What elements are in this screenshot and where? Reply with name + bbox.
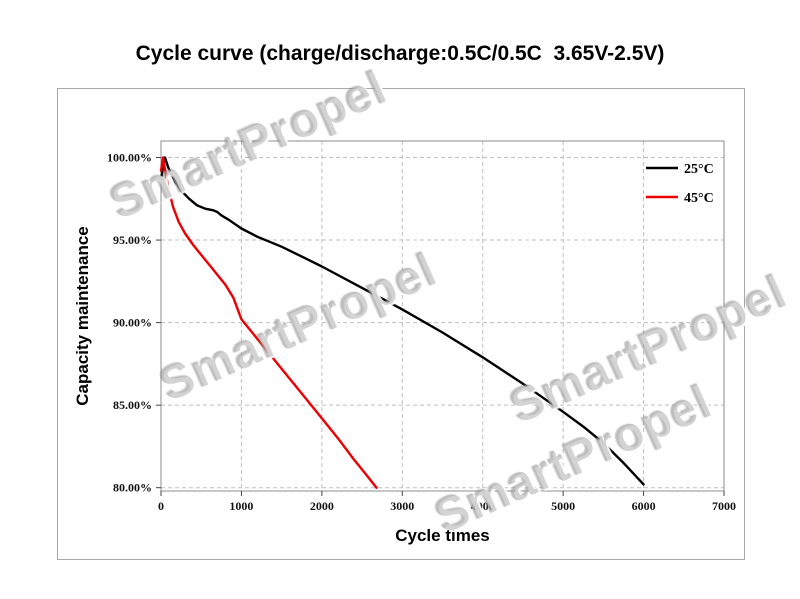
series-line-25c [159, 156, 645, 486]
x-tick-labels: 0 1000 2000 3000 4000 5000 6000 7000 [158, 499, 736, 513]
svg-text:90.00%: 90.00% [113, 316, 152, 330]
chart-container: 0 1000 2000 3000 4000 5000 6000 7000 100.00% 95.0… [57, 88, 745, 560]
axis-ticks [156, 157, 725, 496]
legend: 25°C 45°C [646, 162, 714, 206]
gridlines [161, 141, 724, 491]
svg-text:0: 0 [158, 499, 164, 513]
legend-label: 25°C [684, 162, 714, 177]
svg-text:5000: 5000 [551, 499, 575, 513]
plot-border [160, 140, 725, 492]
svg-text:80.00%: 80.00% [113, 481, 152, 495]
legend-label: 45°C [684, 191, 714, 206]
svg-text:100.00%: 100.00% [107, 151, 152, 165]
series-line-45c [159, 156, 378, 489]
y-tick-labels: 100.00% 95.00% 90.00% 85.00% 80.00% [107, 151, 152, 495]
page-title: Cycle curve (charge/discharge:0.5C/0.5C … [135, 42, 665, 65]
svg-text:7000: 7000 [712, 499, 736, 513]
svg-text:3000: 3000 [390, 499, 414, 513]
svg-text:6000: 6000 [632, 499, 656, 513]
svg-text:2000: 2000 [310, 499, 334, 513]
svg-text:85.00%: 85.00% [113, 398, 152, 412]
cycle-life-chart: 0 1000 2000 3000 4000 5000 6000 7000 100.00% 95.0… [73, 140, 736, 545]
x-axis-title: Cycle times [395, 526, 490, 545]
svg-text:4000: 4000 [471, 499, 495, 513]
y-axis-title: Capacity maintenance [73, 226, 92, 406]
svg-text:95.00%: 95.00% [113, 233, 152, 247]
svg-text:1000: 1000 [229, 499, 253, 513]
